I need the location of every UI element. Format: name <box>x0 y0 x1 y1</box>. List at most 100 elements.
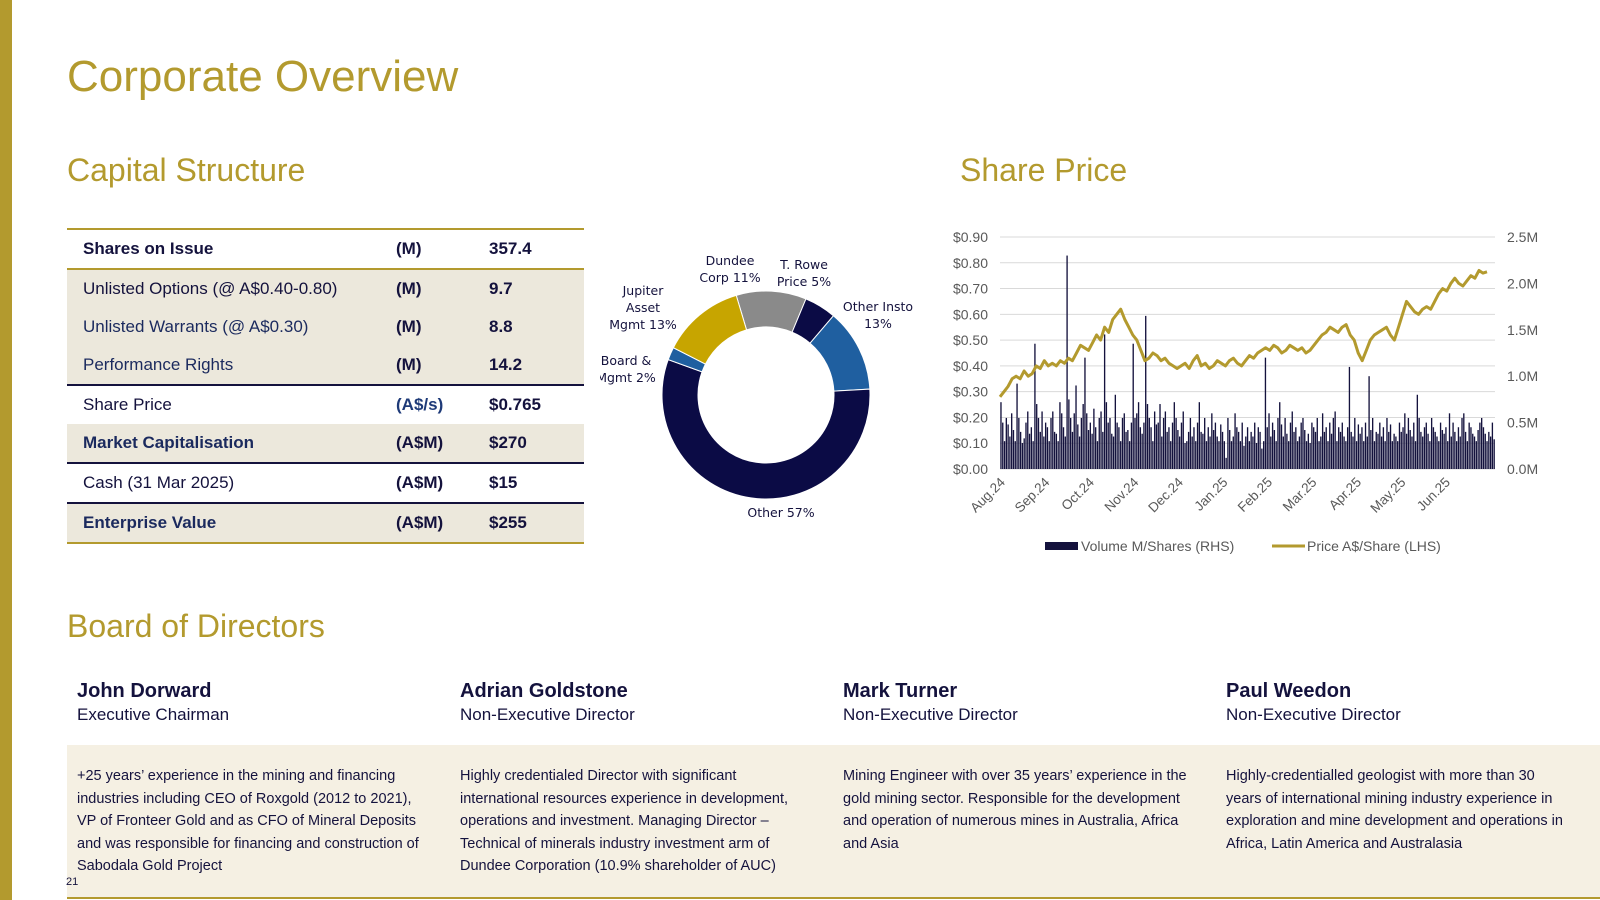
row-value: 8.8 <box>489 308 584 346</box>
row-label: Shares on Issue <box>67 229 396 270</box>
director-card: Mark Turner Non-Executive Director <box>843 680 1193 725</box>
x-tick-label: Jan.25 <box>1191 475 1230 514</box>
volume-bar <box>1089 422 1091 469</box>
volume-bar <box>1198 402 1200 469</box>
volume-bar <box>1234 413 1236 469</box>
volume-bar <box>1380 436 1383 469</box>
volume-bar <box>1250 431 1252 469</box>
volume-bar <box>1468 422 1470 469</box>
volume-bar <box>1182 411 1184 469</box>
y-left-tick-label: $0.50 <box>953 332 988 348</box>
volume-bar <box>1414 441 1417 469</box>
volume-bar <box>1379 422 1381 469</box>
y-left-tick-label: $0.40 <box>953 358 988 374</box>
volume-bar <box>1293 431 1295 469</box>
gold-side-bar <box>0 0 12 900</box>
volume-bar <box>1164 411 1167 469</box>
donut-slice <box>661 358 871 500</box>
volume-bar <box>1288 441 1290 469</box>
volume-bar <box>1046 427 1049 469</box>
row-label: Unlisted Options (@ A$0.40-0.80) <box>67 269 396 308</box>
row-label: Unlisted Warrants (@ A$0.30) <box>67 308 396 346</box>
volume-bar <box>1398 422 1401 469</box>
y-left-tick-label: $0.10 <box>953 435 988 451</box>
volume-bar <box>1329 422 1331 469</box>
volume-bar <box>1484 433 1486 469</box>
volume-bar <box>1284 417 1286 469</box>
volume-bar <box>1216 436 1218 469</box>
volume-bar <box>1152 441 1154 469</box>
volume-bar <box>1055 433 1058 469</box>
row-value: 14.2 <box>489 346 584 385</box>
row-unit: (M) <box>396 308 489 346</box>
volume-bar <box>1077 424 1079 469</box>
x-tick-label: Apr.25 <box>1326 475 1364 513</box>
volume-bar <box>1464 431 1467 469</box>
director-bio-band <box>67 745 1600 897</box>
volume-bar <box>1136 413 1138 469</box>
volume-bar <box>1091 433 1093 469</box>
volume-bar <box>1211 413 1213 469</box>
volume-bar <box>1221 431 1224 469</box>
volume-bar <box>1261 448 1263 469</box>
volume-bar <box>1014 441 1016 469</box>
volume-bar <box>1388 431 1390 469</box>
volume-bar <box>1245 436 1247 469</box>
row-label: Cash (31 Mar 2025) <box>67 462 396 503</box>
volume-bar <box>1102 431 1104 469</box>
volume-bar <box>1003 441 1006 469</box>
director-bio: Highly credentialed Director with signif… <box>460 768 789 874</box>
volume-bar <box>1103 334 1106 469</box>
volume-bar <box>1237 431 1240 469</box>
volume-bar <box>1134 417 1136 469</box>
row-label: Share Price <box>67 384 396 424</box>
volume-bar <box>1179 436 1181 469</box>
volume-bar <box>1143 422 1145 469</box>
volume-bar <box>1125 431 1127 469</box>
x-tick-label: Mar.25 <box>1280 475 1320 515</box>
volume-bar <box>1400 431 1402 469</box>
slice-label-line: Price 5% <box>777 274 831 289</box>
volume-bar <box>1009 436 1011 469</box>
row-value: $270 <box>489 424 584 463</box>
volume-bar <box>1132 343 1134 469</box>
volume-bar <box>1481 417 1483 469</box>
volume-bar <box>1375 431 1377 469</box>
volume-bar <box>1021 443 1024 469</box>
volume-bar <box>1364 422 1367 469</box>
volume-bar <box>1064 436 1066 469</box>
volume-bar <box>1389 424 1392 469</box>
volume-bar <box>1118 427 1120 469</box>
director-card: Adrian Goldstone Non-Executive Director <box>460 680 810 725</box>
volume-bar <box>1434 431 1436 469</box>
volume-bar <box>1214 422 1217 469</box>
volume-bar <box>1418 417 1420 469</box>
volume-bar <box>1275 441 1277 469</box>
volume-bar <box>1232 436 1234 469</box>
volume-bar <box>1062 427 1065 469</box>
volume-bar <box>1425 422 1427 469</box>
volume-bar <box>1161 436 1163 469</box>
volume-bar <box>1422 436 1424 469</box>
capital-structure-heading: Capital Structure <box>67 152 306 188</box>
row-label: Market Capitalisation <box>67 424 396 463</box>
volume-bar <box>1130 422 1133 469</box>
row-label: Enterprise Value <box>67 502 396 543</box>
volume-bar <box>1230 441 1233 469</box>
volume-bar <box>1443 433 1445 469</box>
volume-bar <box>1162 417 1165 469</box>
volume-bar <box>1082 404 1084 469</box>
volume-bar <box>1318 441 1320 469</box>
volume-bar <box>1370 430 1372 469</box>
volume-bar <box>1343 436 1345 469</box>
volume-bar <box>1341 422 1343 469</box>
volume-bar <box>1450 436 1452 469</box>
volume-bar <box>1463 413 1465 469</box>
volume-bar <box>1264 357 1267 469</box>
volume-bar <box>1137 402 1140 469</box>
volume-bar <box>1311 422 1313 469</box>
volume-bar <box>1266 427 1268 469</box>
volume-bar <box>1447 441 1449 469</box>
row-value: 357.4 <box>489 229 584 270</box>
slice-label: T. Rowe Price 5% <box>777 257 831 289</box>
